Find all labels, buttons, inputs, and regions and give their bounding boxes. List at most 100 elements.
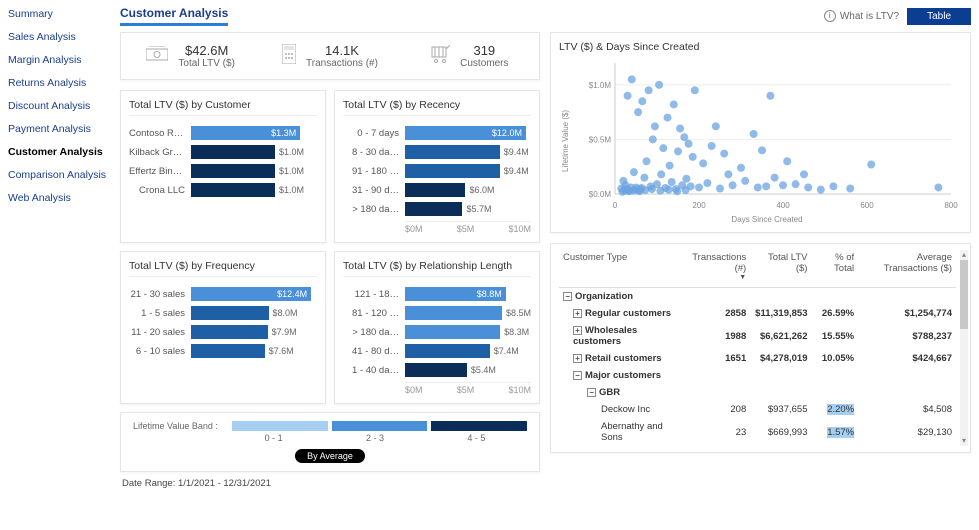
svg-text:0: 0 — [613, 201, 618, 210]
help-link[interactable]: i What is LTV? — [824, 10, 899, 22]
legend-swatch[interactable] — [332, 421, 428, 431]
collapse-icon[interactable]: − — [563, 292, 572, 301]
expand-icon[interactable]: + — [573, 326, 582, 335]
bar-fill: $12.4M — [191, 287, 311, 301]
scroll-thumb[interactable] — [960, 260, 968, 329]
bar-fill — [405, 145, 500, 159]
bar-fill — [405, 164, 500, 178]
bar-row[interactable]: 8 - 30 da…$9.4M — [343, 145, 531, 159]
bar-row[interactable]: 81 - 120 …$8.5M — [343, 306, 531, 320]
bar-value: $12.0M — [492, 126, 522, 140]
table-row[interactable]: +Retail customers1651$4,278,01910.05%$42… — [559, 350, 956, 367]
scrollbar[interactable]: ▴ ▾ — [960, 250, 968, 446]
bar-fill: $8.8M — [405, 287, 506, 301]
bar-row[interactable]: 41 - 80 d…$7.4M — [343, 344, 531, 358]
table-row[interactable]: −Organization — [559, 288, 956, 306]
bar-row[interactable]: Contoso Ret…$1.3M — [129, 126, 317, 140]
table-cell: 2.20% — [811, 401, 858, 418]
date-range-footer: Date Range: 1/1/2021 - 12/31/2021 — [120, 478, 971, 489]
bar-value: $6.0M — [469, 185, 494, 195]
bar-label: 8 - 30 da… — [343, 147, 405, 158]
bar-row[interactable]: Effertz Bins … $1.0M — [129, 164, 317, 178]
legend-label: 2 - 3 — [366, 433, 384, 443]
by-average-pill[interactable]: By Average — [295, 449, 365, 463]
bar-row[interactable]: Crona LLC$1.0M — [129, 183, 317, 197]
bar-row[interactable]: 6 - 10 sales $7.6M — [129, 344, 317, 358]
bar-row[interactable]: 1 - 40 da…$5.4M — [343, 363, 531, 377]
table-cell: 1.57% — [811, 418, 858, 446]
table-header[interactable]: Transactions (#)▼ — [678, 250, 750, 288]
table-cell — [678, 384, 750, 401]
bar-fill — [405, 325, 500, 339]
legend-swatch[interactable] — [431, 421, 527, 431]
table-cell — [750, 384, 811, 401]
collapse-icon[interactable]: − — [573, 371, 582, 380]
bar-label: 0 - 7 days — [343, 128, 405, 139]
kpi-cart: 319Customers — [400, 33, 539, 79]
sidebar-item-margin-analysis[interactable]: Margin Analysis — [8, 54, 112, 66]
bar-label: 21 - 30 sales — [129, 289, 191, 300]
svg-text:$1.0M: $1.0M — [589, 81, 612, 90]
table-cell — [678, 367, 750, 384]
bar-value: $5.7M — [466, 204, 491, 214]
bar-label: 81 - 120 … — [343, 308, 405, 319]
cart-icon — [430, 45, 450, 68]
table-row[interactable]: Deckow Inc208$937,6552.20%$4,508 — [559, 401, 956, 418]
table-row[interactable]: +Wholesales customers1988$6,621,26215.55… — [559, 322, 956, 350]
bar-row[interactable]: Kilback Group$1.0M — [129, 145, 317, 159]
bar-row[interactable]: > 180 da…$8.3M — [343, 325, 531, 339]
kpi-label: Total LTV ($) — [178, 58, 235, 69]
table-row[interactable]: Abernathy and Sons23$669,9931.57%$29,130 — [559, 418, 956, 446]
bar-row[interactable]: 31 - 90 d… $6.0M — [343, 183, 531, 197]
sidebar-item-returns-analysis[interactable]: Returns Analysis — [8, 77, 112, 89]
bar-row[interactable]: 121 - 18…$8.8M — [343, 287, 531, 301]
table-cell: $788,237 — [858, 322, 956, 350]
bar-row[interactable]: 91 - 180 …$9.4M — [343, 164, 531, 178]
bar-label: 31 - 90 d… — [343, 185, 405, 196]
bar-row[interactable]: 1 - 5 sales$8.0M — [129, 306, 317, 320]
sidebar-item-sales-analysis[interactable]: Sales Analysis — [8, 31, 112, 43]
bar-label: 6 - 10 sales — [129, 346, 191, 357]
table-button[interactable]: Table — [907, 8, 971, 25]
legend-label: 4 - 5 — [467, 433, 485, 443]
table-header[interactable]: Average Transactions ($) — [858, 250, 956, 288]
legend-swatch[interactable] — [232, 421, 328, 431]
bar-fill — [191, 306, 269, 320]
y-axis-label: Lifetime Value ($) — [559, 57, 572, 224]
bar-value: $1.0M — [279, 166, 304, 176]
bar-value: $7.9M — [272, 327, 297, 337]
bar-label: 91 - 180 … — [343, 166, 405, 177]
table-header[interactable]: Total LTV ($) — [750, 250, 811, 288]
bar-row[interactable]: 11 - 20 sales$7.9M — [129, 325, 317, 339]
bar-fill — [191, 183, 275, 197]
table-cell: $29,130 — [858, 418, 956, 446]
bar-value: $7.6M — [269, 346, 294, 356]
sidebar-item-discount-analysis[interactable]: Discount Analysis — [8, 100, 112, 112]
bar-row[interactable]: > 180 da…$5.7M — [343, 202, 531, 216]
table-header[interactable]: Customer Type — [559, 250, 678, 288]
table-row[interactable]: −Major customers — [559, 367, 956, 384]
scroll-down-icon[interactable]: ▾ — [960, 436, 968, 446]
table-cell: −GBR — [559, 384, 678, 401]
expand-icon[interactable]: + — [573, 354, 582, 363]
scroll-up-icon[interactable]: ▴ — [960, 250, 968, 260]
table-cell — [811, 288, 858, 306]
collapse-icon[interactable]: − — [587, 388, 596, 397]
sidebar-item-summary[interactable]: Summary — [8, 8, 112, 20]
table-cell: 10.05% — [811, 350, 858, 367]
x-axis-label: Days Since Created — [572, 215, 962, 224]
kpi-value: 14.1K — [306, 43, 378, 58]
bar-row[interactable]: 0 - 7 days $12.0M — [343, 126, 531, 140]
sidebar-item-web-analysis[interactable]: Web Analysis — [8, 192, 112, 204]
bar-label: Effertz Bins … — [129, 166, 191, 177]
sidebar-item-comparison-analysis[interactable]: Comparison Analysis — [8, 169, 112, 181]
sidebar-item-customer-analysis[interactable]: Customer Analysis — [8, 146, 112, 158]
sidebar-item-payment-analysis[interactable]: Payment Analysis — [8, 123, 112, 135]
bar-row[interactable]: 21 - 30 sales$12.4M — [129, 287, 317, 301]
svg-text:800: 800 — [944, 201, 958, 210]
table-cell — [858, 288, 956, 306]
expand-icon[interactable]: + — [573, 309, 582, 318]
table-row[interactable]: +Regular customers2858$11,319,85326.59%$… — [559, 305, 956, 322]
table-header[interactable]: % of Total — [811, 250, 858, 288]
table-row[interactable]: −GBR — [559, 384, 956, 401]
